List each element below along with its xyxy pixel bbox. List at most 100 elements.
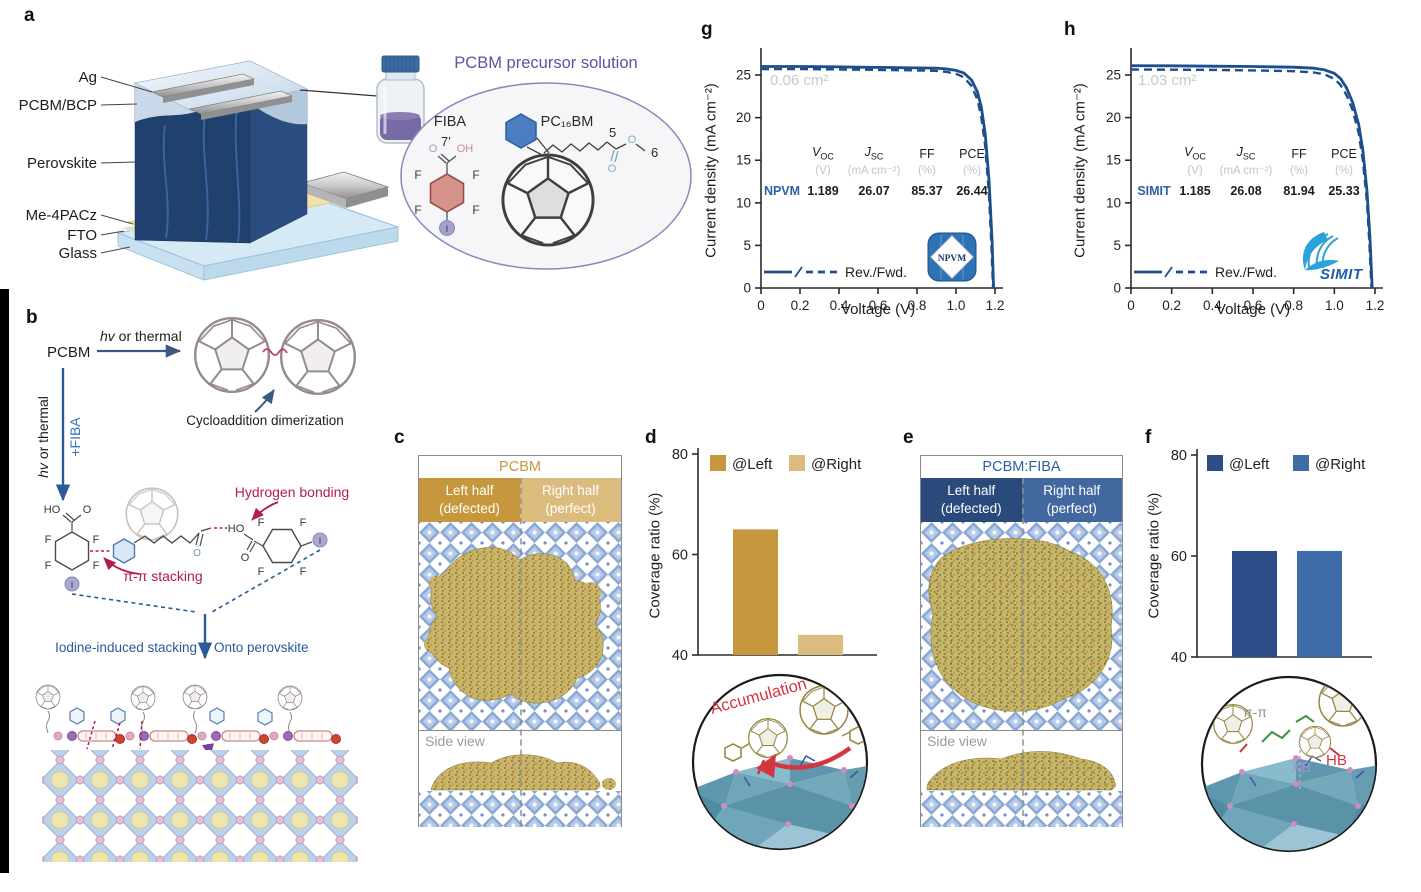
row-label: NPVM xyxy=(763,184,801,199)
alkyl-tethers xyxy=(46,710,292,734)
iodine-right xyxy=(312,532,328,548)
left-header-line2: (defected) xyxy=(439,501,500,516)
rev-fwd-line-sample xyxy=(764,266,837,278)
bar-@Right xyxy=(798,634,843,655)
panel-c-right-header: Right half (perfect) xyxy=(520,478,621,522)
svg-text:F: F xyxy=(93,560,100,572)
solution-title: PCBM precursor solution xyxy=(454,54,637,72)
axes xyxy=(697,448,877,656)
label-ag: Ag xyxy=(79,69,97,86)
panel-g-area-label: 0.06 cm² xyxy=(770,72,829,89)
x-tick-label: 1.2 xyxy=(986,298,1005,313)
svg-text:F: F xyxy=(472,203,479,217)
panel-g-xlabel: Voltage (V) xyxy=(840,301,916,318)
right-header-line1: Right half xyxy=(541,483,600,499)
svg-text:HO: HO xyxy=(228,523,245,535)
ester-group: O xyxy=(193,527,212,559)
pce-header: PCE xyxy=(959,147,985,162)
ff-header: FF xyxy=(919,147,935,162)
jsc-unit: (mA cm⁻²) xyxy=(1219,165,1273,178)
panel-letter-b: b xyxy=(26,307,38,328)
fiba-label: FIBA xyxy=(434,114,467,130)
panel-h-jv-plot: 0 5 10 15 20 25 0 0.2 0.4 0.6 0.8 1.0 1.2 xyxy=(1106,48,1384,313)
ester-chain xyxy=(133,532,200,544)
right-header-line1: Right half xyxy=(1043,483,1101,499)
legend-label: @Left xyxy=(1229,456,1270,473)
panel-g-metrics-table: VOC JSC FF PCE (V) (mA cm⁻²) (%) (%) NPV… xyxy=(762,145,994,199)
ff-header: FF xyxy=(1291,147,1307,162)
legend-label: @Right xyxy=(1315,456,1366,473)
svg-text:I: I xyxy=(319,536,322,546)
simit-logo: SIMIT xyxy=(1302,232,1363,283)
panel-letter-f: f xyxy=(1145,427,1152,448)
y-tick-label: 5 xyxy=(1113,238,1121,253)
y-tick-label: 15 xyxy=(736,153,751,168)
half-divider-dashed xyxy=(520,478,522,826)
panel-g-jv-plot: 0 5 10 15 20 25 0 0.2 0.4 0.6 0.8 1.0 1.2 xyxy=(736,48,1005,313)
perovskite-cube xyxy=(134,60,308,244)
svg-text:I: I xyxy=(71,580,74,590)
left-header-line1: Left half xyxy=(445,483,494,499)
dimer-bond-squiggle xyxy=(262,348,288,356)
fiba-iodine xyxy=(439,220,455,236)
bar-@Left xyxy=(1232,550,1277,657)
y-tick-label: 40 xyxy=(672,648,688,664)
converge-dashed-left xyxy=(71,593,197,613)
panel-g-legend: Rev./Fwd. xyxy=(762,264,907,280)
pce-unit: (%) xyxy=(1335,165,1353,178)
scan-edge-strip xyxy=(0,289,9,873)
onto-perovskite-label: Onto perovskite xyxy=(214,640,309,655)
label-me4pacz: Me-4PACz xyxy=(26,207,97,224)
panel-f-ylabel: Coverage ratio (%) xyxy=(1145,492,1163,619)
legend-swatch xyxy=(710,455,726,471)
panel-e-right-header: Right half (perfect) xyxy=(1021,478,1122,522)
panel-letter-e: e xyxy=(903,427,914,448)
panel-h-ylabel: Current density (mA cm⁻²) xyxy=(1071,83,1089,258)
panel-h-area-label: 1.03 cm² xyxy=(1138,72,1197,89)
x-tick-label: 0 xyxy=(1127,298,1135,313)
svg-text:HO: HO xyxy=(44,504,61,516)
label-pcbm-bcp: PCBM/BCP xyxy=(19,97,97,114)
panel-b-reaction-scheme: PCBM hv or thermal Cycloaddition dimeriz… xyxy=(35,317,358,862)
npvm-logo-text: NPVM xyxy=(938,254,967,264)
ff-unit: (%) xyxy=(1290,165,1308,178)
grain-boundaries xyxy=(162,107,241,243)
label-glass: Glass xyxy=(59,245,97,262)
row-label: SIMIT xyxy=(1137,184,1171,199)
panel-a-device-illustration: Ag PCBM/BCP Perovskite Me-4PACz FTO Glas… xyxy=(19,54,692,281)
voc-value: 1.189 xyxy=(807,184,839,199)
rev-fwd-line-sample xyxy=(1134,266,1207,278)
panel-e-title: PCBM:FIBA xyxy=(982,459,1061,475)
y-tick-label: 60 xyxy=(672,548,688,564)
legend-text: Rev./Fwd. xyxy=(1215,264,1277,280)
panel-e-headers: Left half (defected) Right half (perfect… xyxy=(921,478,1122,522)
x-tick-label: 0 xyxy=(757,298,765,313)
panel-c-title: PCBM xyxy=(499,459,541,475)
iodine-left xyxy=(64,576,80,592)
svg-text:F: F xyxy=(414,168,421,182)
panel-e-simulation-box: PCBM:FIBA Left half (defected) Right hal… xyxy=(920,455,1123,827)
hydrogen-bonding-label: Hydrogen bonding xyxy=(235,484,349,500)
fiba-fluorines: F F F F xyxy=(414,168,479,217)
interfacial-bonds xyxy=(86,720,143,750)
pi-stacking-arrow xyxy=(103,557,141,575)
panel-letter-a: a xyxy=(24,5,35,26)
hb-label: HB xyxy=(1326,752,1347,769)
pc16bm-molecule: PC₁₆BM 5 O O 6 xyxy=(501,113,658,247)
converge-dashed-right xyxy=(211,549,321,613)
x-tick-label: 0.8 xyxy=(908,298,927,313)
voc-header: VOC xyxy=(1184,144,1206,162)
x-tick-label: 0.2 xyxy=(791,298,810,313)
xb-label: XB xyxy=(1291,759,1311,776)
y-tick-label: 40 xyxy=(1171,650,1187,666)
legend-swatch xyxy=(789,455,805,471)
legend-label: @Right xyxy=(811,456,862,473)
legend-label: @Left xyxy=(732,456,773,473)
svg-text:O: O xyxy=(83,504,92,516)
y-tick-label: 5 xyxy=(743,238,751,253)
svg-text:F: F xyxy=(300,517,307,529)
svg-text:F: F xyxy=(414,203,421,217)
svg-text:I: I xyxy=(446,224,449,235)
x-tick-label: 0.6 xyxy=(1244,298,1263,313)
